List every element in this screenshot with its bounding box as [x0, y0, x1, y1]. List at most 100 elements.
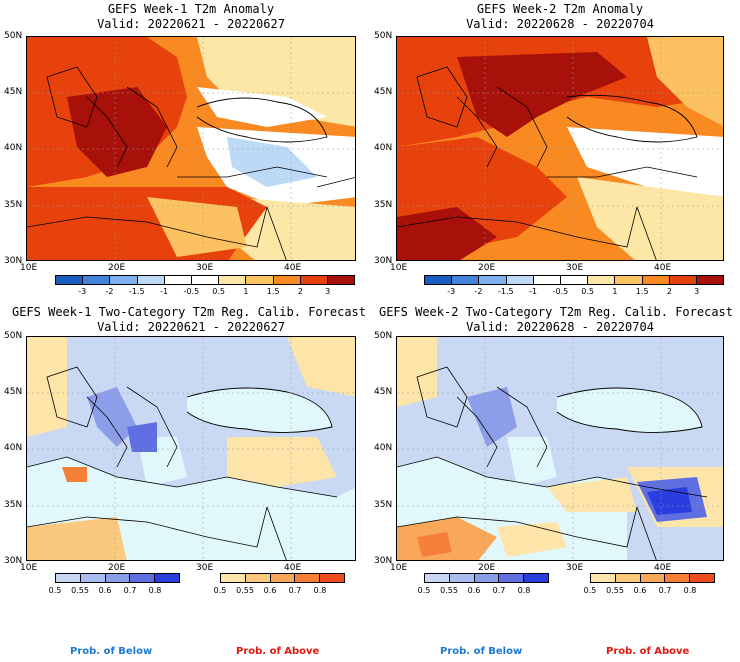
- colorbar-swatch: [82, 276, 110, 284]
- colorbar-swatch: [104, 574, 130, 582]
- colorbar-swatch: [221, 574, 245, 582]
- prob-above-label: Prob. of Above: [606, 646, 690, 657]
- colorbar-swatch: [136, 276, 164, 284]
- colorbar-tick-label: 0.6: [467, 586, 481, 595]
- lon-label: 40E: [654, 263, 672, 273]
- lat-label: 30N: [4, 556, 23, 566]
- colorbar-swatch: [473, 574, 499, 582]
- lat-label: 50N: [4, 31, 23, 41]
- colorbar-tick-label: 0.5: [583, 586, 597, 595]
- lat-label: 45N: [374, 387, 393, 397]
- lat-label: 35N: [374, 200, 393, 210]
- colorbar-tick-label: 2: [666, 287, 672, 296]
- colorbar-swatch: [129, 574, 155, 582]
- colorbar-swatch: [639, 574, 665, 582]
- colorbar-swatch: [614, 574, 640, 582]
- colorbar-swatch: [498, 574, 524, 582]
- colorbar-tick-label: -0.5: [552, 287, 569, 296]
- colorbar-tick-label: 0.6: [263, 586, 277, 595]
- colorbar-swatch: [79, 574, 105, 582]
- lat-label: 40N: [374, 143, 393, 153]
- colorbar-swatch: [451, 276, 479, 284]
- colorbar-tick-label: 1: [612, 287, 618, 296]
- colorbar-tick-label: 0.5: [212, 287, 225, 296]
- colorbar-swatch: [425, 276, 452, 284]
- colorbar-swatch: [109, 276, 137, 284]
- colorbar-swatch: [689, 574, 714, 582]
- colorbar-swatch: [294, 574, 320, 582]
- panel3-valid: Valid: 20220621 - 20220627: [97, 320, 285, 334]
- colorbar-tick-label: 0.6: [98, 586, 112, 595]
- colorbar-swatch: [56, 276, 83, 284]
- lon-label: 10E: [390, 263, 408, 273]
- colorbar-tick-label: -0.5: [183, 287, 200, 296]
- anomaly-colorbar-labels-1: -3 -2 -1.5 -1 -0.5 0.5 1 1.5 2 3: [55, 287, 355, 297]
- lon-label: 20E: [108, 263, 126, 273]
- colorbar-tick-label: 0.6: [633, 586, 647, 595]
- lon-label: 30E: [566, 263, 584, 273]
- colorbar-swatch: [668, 276, 696, 284]
- colorbar-tick-label: 0.5: [213, 586, 227, 595]
- panel4-valid: Valid: 20220628 - 20220704: [466, 320, 654, 334]
- above-colorbar-labels-2: 0.5 0.55 0.6 0.7 0.8: [584, 586, 715, 596]
- colorbar-swatch: [478, 276, 506, 284]
- colorbar-swatch: [641, 276, 669, 284]
- panel4-map: [396, 336, 724, 561]
- lon-label: 30E: [566, 563, 584, 573]
- colorbar-tick-label: 0.7: [288, 586, 302, 595]
- colorbar-tick-label: 1.5: [266, 287, 280, 296]
- panel1-title: GEFS Week-1 T2m Anomaly: [107, 2, 275, 16]
- below-colorbar-2: [424, 573, 549, 583]
- colorbar-tick-label: 3: [694, 287, 700, 296]
- colorbar-swatch: [245, 276, 273, 284]
- anomaly-colorbar-1: [55, 275, 355, 285]
- colorbar-tick-label: 0.55: [236, 586, 254, 595]
- prob-below-label: Prob. of Below: [70, 646, 153, 657]
- lat-label: 40N: [374, 443, 393, 453]
- colorbar-tick-label: -1.5: [129, 287, 145, 296]
- prob-below-label: Prob. of Below: [440, 646, 523, 657]
- lon-label: 40E: [284, 263, 302, 273]
- colorbar-swatch: [664, 574, 690, 582]
- panel2-map: [396, 36, 724, 261]
- colorbar-swatch: [319, 574, 344, 582]
- colorbar-swatch: [425, 574, 449, 582]
- colorbar-swatch: [272, 276, 300, 284]
- colorbar-swatch: [56, 574, 80, 582]
- probability-map-week1: [27, 337, 355, 560]
- anomaly-map-week1: [27, 37, 355, 260]
- lat-label: 45N: [4, 87, 23, 97]
- colorbar-swatch: [154, 574, 179, 582]
- panel1-map: [26, 36, 356, 261]
- colorbar-tick-label: -1: [160, 287, 169, 296]
- lat-label: 30N: [4, 256, 23, 266]
- colorbar-tick-label: 1: [243, 287, 249, 296]
- colorbar-tick-label: 0.55: [440, 586, 458, 595]
- colorbar-swatch: [326, 276, 355, 284]
- colorbar-swatch: [190, 276, 219, 284]
- lat-label: 50N: [374, 331, 393, 341]
- colorbar-swatch: [505, 276, 533, 284]
- lat-label: 50N: [374, 31, 393, 41]
- lat-label: 40N: [4, 143, 23, 153]
- lat-label: 35N: [4, 500, 23, 510]
- anomaly-map-week2: [397, 37, 723, 260]
- colorbar-tick-label: 1.5: [635, 287, 649, 296]
- panel3-map: [26, 336, 356, 561]
- lat-label: 30N: [374, 556, 393, 566]
- above-colorbar-labels-1: 0.5 0.55 0.6 0.7 0.8: [214, 586, 345, 596]
- below-colorbar-labels-2: 0.5 0.55 0.6 0.7 0.8: [418, 586, 549, 596]
- colorbar-tick-label: -3: [78, 287, 87, 296]
- below-colorbar-labels-1: 0.5 0.55 0.6 0.7 0.8: [49, 586, 180, 596]
- colorbar-swatch: [218, 276, 246, 284]
- prob-above-label: Prob. of Above: [236, 646, 320, 657]
- colorbar-tick-label: -1: [529, 287, 538, 296]
- anomaly-colorbar-labels-2: -3 -2 -1.5 -1 -0.5 0.5 1 1.5 2 3: [424, 287, 724, 297]
- lat-label: 50N: [4, 331, 23, 341]
- colorbar-swatch: [614, 276, 642, 284]
- lon-label: 20E: [108, 563, 126, 573]
- lon-label: 30E: [196, 263, 214, 273]
- panel3-title: GEFS Week-1 Two-Category T2m Reg. Calib.…: [11, 305, 366, 319]
- colorbar-tick-label: 0.5: [48, 586, 62, 595]
- colorbar-swatch: [591, 574, 615, 582]
